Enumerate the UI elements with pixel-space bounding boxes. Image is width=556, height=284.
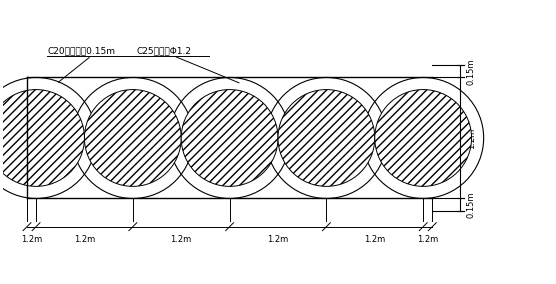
Text: 1.2m: 1.2m <box>417 235 438 244</box>
Text: 1.2m: 1.2m <box>171 235 192 244</box>
Circle shape <box>0 89 85 186</box>
Text: 0.15m: 0.15m <box>467 191 476 218</box>
Text: 1.2m: 1.2m <box>74 235 95 244</box>
Text: C25桩芯砼Φ1.2: C25桩芯砼Φ1.2 <box>137 46 192 55</box>
Text: 1.2m: 1.2m <box>267 235 289 244</box>
Circle shape <box>181 89 278 186</box>
Circle shape <box>85 89 181 186</box>
Circle shape <box>278 89 375 186</box>
Text: 1.2m: 1.2m <box>364 235 385 244</box>
Text: C20砼护壁厚0.15m: C20砼护壁厚0.15m <box>47 46 115 55</box>
Text: 1.2m: 1.2m <box>467 127 476 149</box>
Circle shape <box>375 89 471 186</box>
Text: 0.15m: 0.15m <box>467 58 476 85</box>
Text: 1.2m: 1.2m <box>21 235 42 244</box>
